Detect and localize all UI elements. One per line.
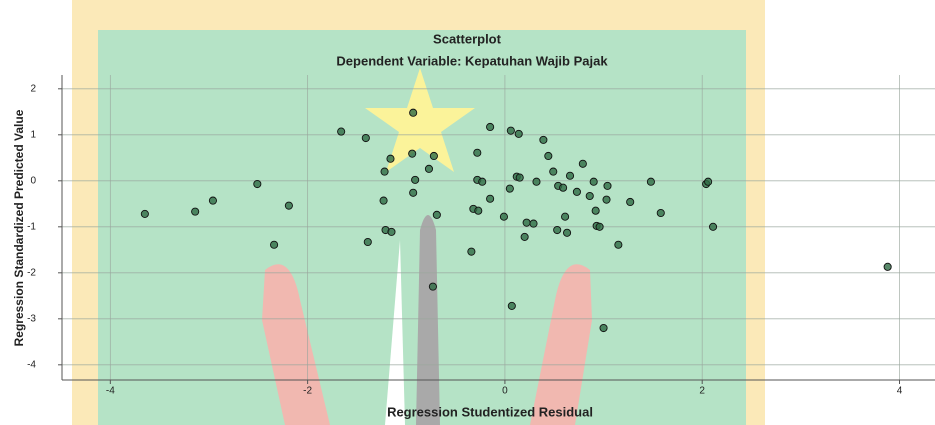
- point: [254, 180, 261, 187]
- point: [563, 229, 570, 236]
- chart-subtitle: Dependent Variable: Kepatuhan Wajib Paja…: [336, 53, 608, 68]
- point: [566, 172, 573, 179]
- point: [380, 197, 387, 204]
- y-tick-label: -1: [27, 221, 36, 232]
- point: [573, 188, 580, 195]
- point: [627, 198, 634, 205]
- point: [433, 211, 440, 218]
- x-tick-label: -2: [303, 386, 312, 397]
- y-tick-label: 0: [30, 175, 36, 186]
- point: [468, 248, 475, 255]
- point: [364, 238, 371, 245]
- y-tick-label: 1: [30, 129, 36, 140]
- point: [285, 202, 292, 209]
- point: [540, 136, 547, 143]
- point: [516, 174, 523, 181]
- point: [192, 208, 199, 215]
- point: [647, 178, 654, 185]
- point: [515, 130, 522, 137]
- x-axis-label: Regression Studentized Residual: [387, 404, 593, 419]
- point: [550, 168, 557, 175]
- point: [500, 213, 507, 220]
- x-tick-label: 4: [897, 386, 903, 397]
- point: [586, 192, 593, 199]
- point: [592, 207, 599, 214]
- point: [410, 189, 417, 196]
- point: [412, 176, 419, 183]
- point: [387, 155, 394, 162]
- point: [388, 228, 395, 235]
- point: [474, 149, 481, 156]
- point: [362, 134, 369, 141]
- point: [709, 223, 716, 230]
- point: [209, 197, 216, 204]
- point: [429, 283, 436, 290]
- x-tick-label: 0: [502, 386, 508, 397]
- point: [479, 178, 486, 185]
- chart-title: Scatterplot: [433, 31, 502, 46]
- point: [475, 207, 482, 214]
- point: [705, 178, 712, 185]
- point: [590, 178, 597, 185]
- y-tick-label: -4: [27, 359, 36, 370]
- point: [410, 109, 417, 116]
- point: [523, 219, 530, 226]
- point: [657, 209, 664, 216]
- point: [487, 123, 494, 130]
- point: [604, 182, 611, 189]
- point: [596, 223, 603, 230]
- point: [338, 128, 345, 135]
- point: [533, 178, 540, 185]
- point: [507, 127, 514, 134]
- chart: Scatterplot Dependent Variable: Kepatuha…: [0, 0, 935, 425]
- point: [530, 220, 537, 227]
- point: [615, 241, 622, 248]
- point: [884, 263, 891, 270]
- point: [430, 152, 437, 159]
- y-axis-label: Regression Standardized Predicted Value: [12, 109, 26, 346]
- y-tick-label: 2: [30, 83, 36, 94]
- point: [409, 150, 416, 157]
- point: [560, 184, 567, 191]
- y-tick-label: -2: [27, 267, 36, 278]
- y-tick-label: -3: [27, 313, 36, 324]
- point: [521, 233, 528, 240]
- point: [141, 210, 148, 217]
- point: [270, 241, 277, 248]
- point: [545, 152, 552, 159]
- point: [603, 196, 610, 203]
- point: [554, 226, 561, 233]
- point: [600, 324, 607, 331]
- point: [381, 168, 388, 175]
- point: [487, 195, 494, 202]
- point: [579, 160, 586, 167]
- x-tick-label: 2: [699, 386, 705, 397]
- point: [425, 165, 432, 172]
- point: [508, 302, 515, 309]
- x-tick-label: -4: [106, 386, 115, 397]
- point: [506, 185, 513, 192]
- point: [561, 213, 568, 220]
